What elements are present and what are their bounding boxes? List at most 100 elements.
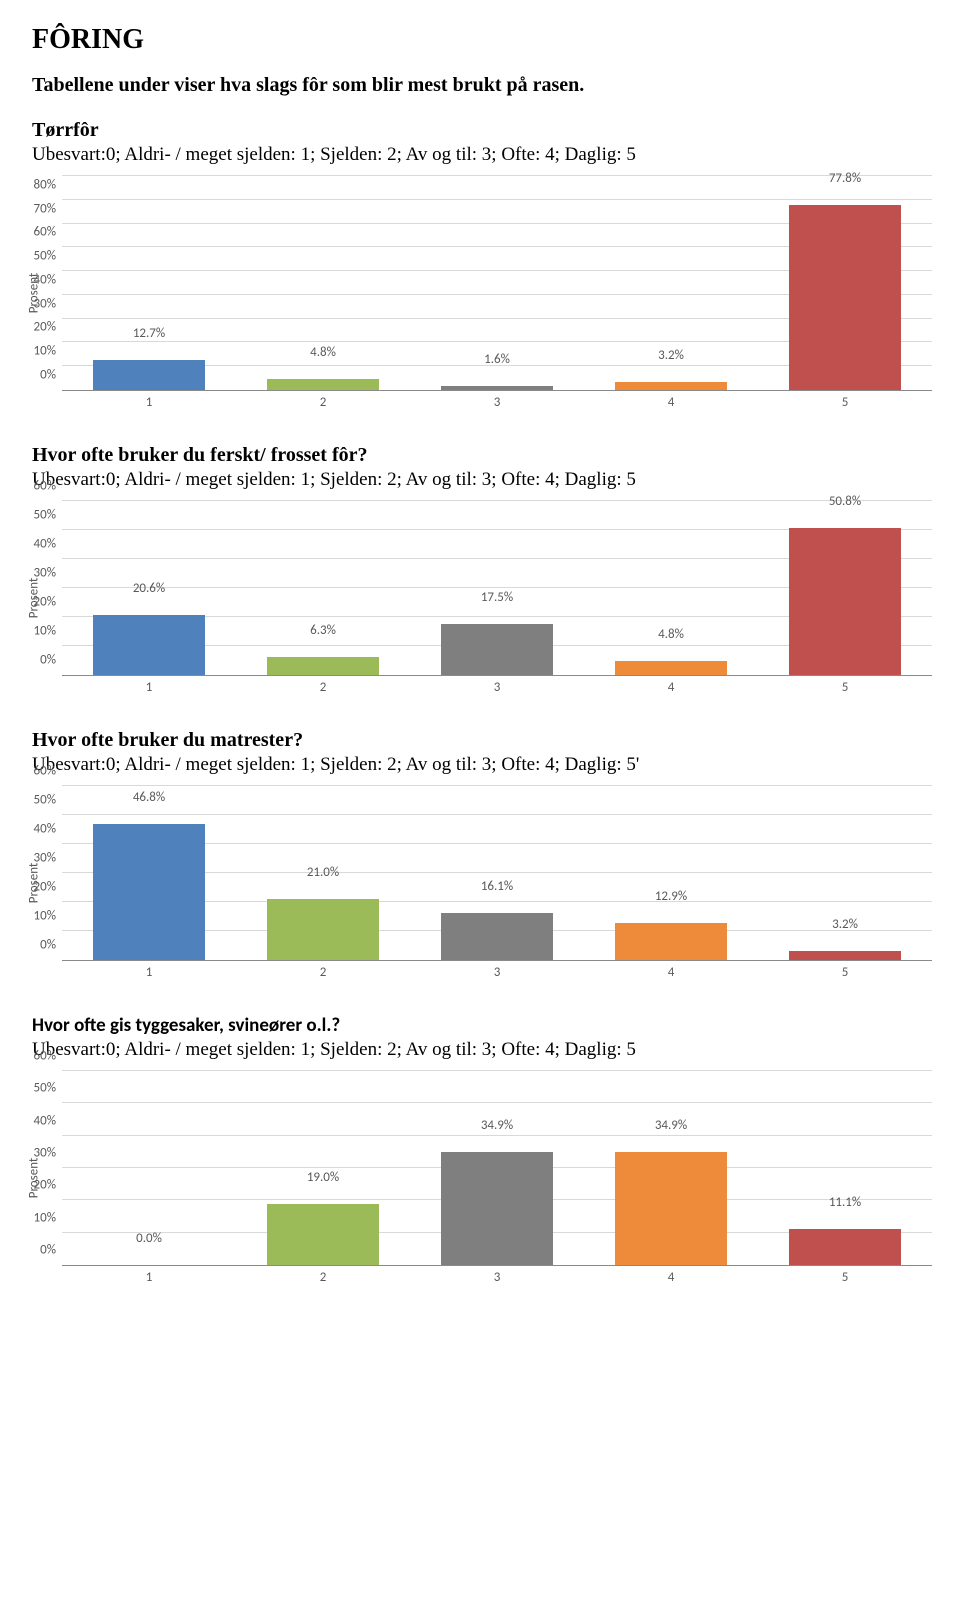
bar-value-label: 1.6%	[484, 352, 510, 369]
bar-slot: 20.6%	[62, 501, 236, 675]
x-tick-label: 3	[410, 680, 584, 695]
bar-value-label: 6.3%	[310, 623, 336, 640]
y-tick-label: 30%	[16, 566, 56, 581]
section-subtitle-tyggesaker: Ubesvart:0; Aldri- / meget sjelden: 1; S…	[32, 1039, 928, 1061]
bar-value-label: 3.2%	[832, 917, 858, 934]
section-subtitle-torrfor: Ubesvart:0; Aldri- / meget sjelden: 1; S…	[32, 144, 928, 166]
bar-5	[789, 205, 900, 390]
y-tick-label: 30%	[16, 851, 56, 866]
bar-4	[615, 1152, 726, 1265]
x-tick-label: 2	[236, 395, 410, 410]
bar-slot: 12.9%	[584, 786, 758, 960]
chart-tyggesaker: Prosent0%10%20%30%40%50%60%0.0%19.0%34.9…	[62, 1071, 932, 1285]
x-tick-label: 4	[584, 680, 758, 695]
bars-container: 12.7% 4.8% 1.6% 3.2%77.8%	[62, 176, 932, 390]
bar-value-label: 4.8%	[310, 345, 336, 362]
bar-slot: 3.2%	[584, 176, 758, 390]
plot-area: 0%10%20%30%40%50%60%0.0%19.0%34.9%34.9%1…	[62, 1071, 932, 1266]
y-tick-label: 30%	[16, 296, 56, 311]
bar-value-label: 4.8%	[658, 627, 684, 644]
bar-slot: 77.8%	[758, 176, 932, 390]
bar-value-label: 17.5%	[481, 590, 513, 607]
y-tick-label: 60%	[16, 764, 56, 779]
bar-value-label: 12.7%	[133, 326, 165, 343]
plot-area: 0%10%20%30%40%50%60%70%80%12.7%4.8%1.6%3…	[62, 176, 932, 391]
y-tick-label: 40%	[16, 272, 56, 287]
bar-4	[615, 661, 726, 675]
bar-3	[441, 624, 552, 675]
y-tick-label: 0%	[16, 368, 56, 383]
bar-value-label: 20.6%	[133, 581, 165, 598]
y-tick-label: 50%	[16, 1081, 56, 1096]
y-tick-label: 20%	[16, 595, 56, 610]
y-tick-label: 10%	[16, 344, 56, 359]
y-tick-label: 80%	[16, 177, 56, 192]
bar-value-label: 19.0%	[307, 1170, 339, 1187]
bar-slot: 16.1%	[410, 786, 584, 960]
x-tick-label: 1	[62, 395, 236, 410]
x-tick-label: 5	[758, 395, 932, 410]
y-tick-label: 10%	[16, 909, 56, 924]
chart-ferskt: Prosent0%10%20%30%40%50%60%20.6%6.3%17.5…	[62, 501, 932, 695]
bar-value-label: 11.1%	[829, 1195, 861, 1212]
x-axis: 12345	[62, 1270, 932, 1285]
bar-5	[789, 951, 900, 960]
bar-1	[93, 360, 204, 390]
bar-slot: 17.5%	[410, 501, 584, 675]
section-title-tyggesaker: Hvor ofte gis tyggesaker, svineører o.l.…	[32, 1014, 928, 1037]
x-tick-label: 3	[410, 965, 584, 980]
bar-slot: 0.0%	[62, 1071, 236, 1265]
bar-slot: 11.1%	[758, 1071, 932, 1265]
bar-2	[267, 657, 378, 675]
x-tick-label: 2	[236, 1270, 410, 1285]
y-tick-label: 40%	[16, 822, 56, 837]
bar-3	[441, 913, 552, 960]
x-axis: 12345	[62, 965, 932, 980]
y-tick-label: 60%	[16, 479, 56, 494]
y-tick-label: 10%	[16, 624, 56, 639]
bar-slot: 34.9%	[410, 1071, 584, 1265]
x-tick-label: 5	[758, 965, 932, 980]
bars-container: 20.6% 6.3% 17.5% 4.8% 50.8%	[62, 501, 932, 675]
bar-value-label: 77.8%	[829, 171, 861, 188]
bar-slot: 4.8%	[584, 501, 758, 675]
bar-slot: 46.8%	[62, 786, 236, 960]
plot-area: 0%10%20%30%40%50%60%20.6%6.3%17.5%4.8%50…	[62, 501, 932, 676]
x-tick-label: 1	[62, 680, 236, 695]
page-heading: FÔRING	[32, 24, 928, 56]
y-tick-label: 50%	[16, 249, 56, 264]
x-axis: 12345	[62, 680, 932, 695]
bar-value-label: 50.8%	[829, 494, 861, 511]
x-tick-label: 2	[236, 965, 410, 980]
bar-4	[615, 382, 726, 390]
bar-3	[441, 1152, 552, 1265]
x-axis: 12345	[62, 395, 932, 410]
bar-2	[267, 379, 378, 390]
bar-slot: 12.7%	[62, 176, 236, 390]
y-tick-label: 0%	[16, 938, 56, 953]
plot-area: 0%10%20%30%40%50%60%46.8%21.0%16.1%12.9%…	[62, 786, 932, 961]
chart-matrester: Prosent0%10%20%30%40%50%60%46.8%21.0%16.…	[62, 786, 932, 980]
y-tick-label: 60%	[16, 225, 56, 240]
y-tick-label: 20%	[16, 1178, 56, 1193]
bar-slot: 50.8%	[758, 501, 932, 675]
bar-slot: 34.9%	[584, 1071, 758, 1265]
y-tick-label: 10%	[16, 1210, 56, 1225]
x-tick-label: 4	[584, 1270, 758, 1285]
bar-3	[441, 386, 552, 390]
section-title-torrfor: Tørrfôr	[32, 119, 928, 142]
bar-value-label: 21.0%	[307, 865, 339, 882]
x-tick-label: 5	[758, 1270, 932, 1285]
bars-container: 46.8% 21.0% 16.1% 12.9% 3.2%	[62, 786, 932, 960]
bar-value-label: 12.9%	[655, 889, 687, 906]
x-tick-label: 3	[410, 1270, 584, 1285]
y-tick-label: 0%	[16, 1243, 56, 1258]
bar-2	[267, 1204, 378, 1265]
bar-slot: 3.2%	[758, 786, 932, 960]
y-tick-label: 20%	[16, 320, 56, 335]
chart-torrfor: Prosent0%10%20%30%40%50%60%70%80%12.7%4.…	[62, 176, 932, 410]
y-tick-label: 40%	[16, 1113, 56, 1128]
section-title-matrester: Hvor ofte bruker du matrester?	[32, 729, 928, 752]
x-tick-label: 1	[62, 1270, 236, 1285]
y-tick-label: 30%	[16, 1146, 56, 1161]
